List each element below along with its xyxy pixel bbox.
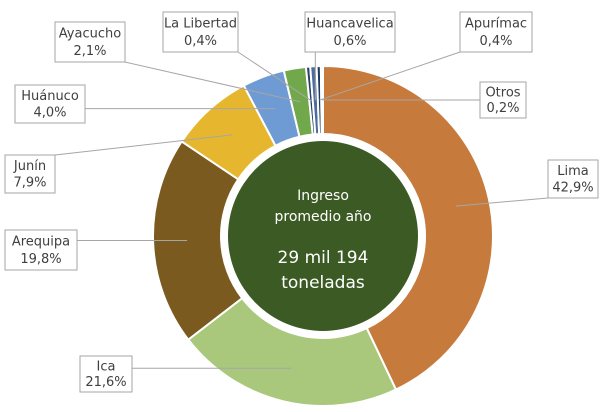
- category-label: Ayacucho: [59, 27, 121, 42]
- category-label: Apurímac: [465, 17, 527, 32]
- value-label: 0,6%: [333, 34, 366, 49]
- value-label: 0,4%: [479, 34, 512, 49]
- leader-line: [237, 51, 312, 101]
- label-box: [4, 154, 56, 194]
- leader-line: [54, 134, 233, 156]
- value-label: 0,4%: [184, 34, 217, 49]
- center-text: toneladas: [281, 273, 365, 293]
- category-label: La Libertad: [164, 17, 237, 32]
- category-label: Arequipa: [12, 235, 70, 250]
- leader-line: [124, 61, 301, 103]
- category-label: Otros: [485, 85, 520, 100]
- value-label: 21,6%: [85, 375, 126, 390]
- leader-line: [455, 197, 549, 207]
- donut-slice: [319, 64, 324, 136]
- donut-slice: [322, 64, 494, 391]
- value-label: 2,1%: [73, 44, 106, 59]
- center-circle: [228, 141, 418, 331]
- value-label: 42,9%: [552, 181, 593, 196]
- label-box: [14, 84, 86, 124]
- label-box: [4, 229, 78, 271]
- value-label: 19,8%: [20, 252, 61, 267]
- leader-line: [319, 51, 461, 101]
- center-text: Ingreso: [297, 188, 349, 204]
- label-box: [479, 81, 527, 119]
- value-label: 7,9%: [13, 176, 46, 191]
- label-box: [304, 11, 396, 53]
- center-text: 29 mil 194: [278, 248, 369, 268]
- label-box: [459, 11, 533, 53]
- value-label: 0,2%: [486, 101, 519, 116]
- category-label: Ica: [97, 359, 116, 374]
- category-label: Junín: [13, 159, 46, 174]
- value-label: 4,0%: [33, 106, 66, 121]
- category-label: Huánuco: [21, 89, 79, 104]
- center-text: promedio año: [275, 209, 372, 225]
- category-label: Huancavelica: [306, 17, 393, 32]
- label-box: [162, 11, 239, 53]
- label-box: [547, 159, 599, 199]
- category-label: Lima: [557, 164, 588, 179]
- label-box: [79, 355, 133, 393]
- donut-slice: [186, 296, 398, 407]
- label-box: [54, 21, 126, 63]
